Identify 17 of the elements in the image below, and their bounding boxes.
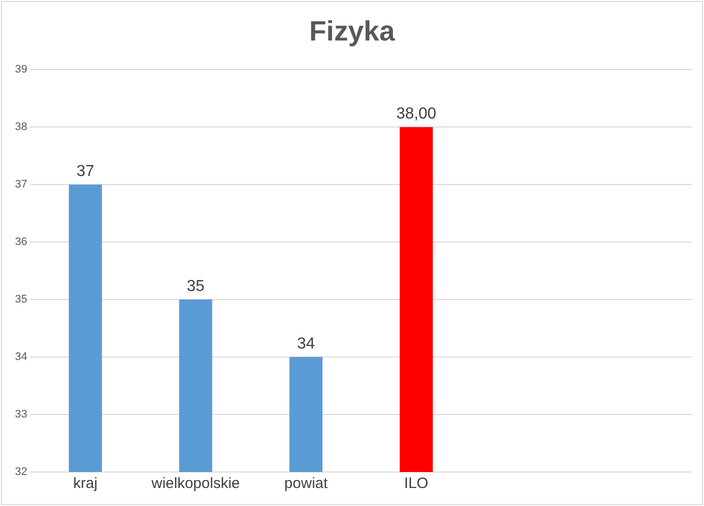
x-tick-label: wielkopolskie: [150, 475, 240, 492]
y-tick-label: 36: [14, 236, 28, 248]
chart-title: Fizyka: [309, 16, 396, 47]
x-tick-label: powiat: [284, 475, 328, 492]
x-tick-label: kraj: [73, 475, 98, 492]
y-tick-label: 35: [14, 294, 28, 306]
y-tick-label: 34: [14, 351, 28, 364]
y-tick-label: 37: [14, 178, 28, 191]
y-tick-label: 33: [14, 408, 28, 421]
data-label: 35: [186, 278, 205, 295]
x-tick-label: ILO: [404, 475, 428, 492]
y-tick-label: 39: [14, 64, 28, 76]
data-label: 37: [76, 162, 94, 180]
y-tick-label: 38: [14, 121, 28, 134]
y-tick-label: 32: [14, 466, 28, 478]
data-label: 34: [297, 335, 315, 352]
data-label: 38,00: [396, 105, 436, 122]
